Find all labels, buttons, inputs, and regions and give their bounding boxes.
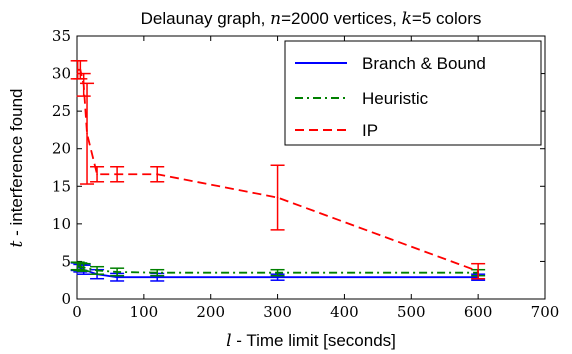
- data-point-ip: [276, 196, 279, 199]
- data-point-branch-bound: [276, 276, 279, 279]
- x-axis-label: l - Time limit [seconds]: [226, 331, 396, 351]
- data-point-heuristic: [79, 265, 82, 268]
- y-tick-label: 15: [52, 177, 71, 195]
- y-axis-label: t - interference found: [7, 89, 27, 248]
- data-point-ip: [79, 69, 82, 71]
- x-tick-label: 100: [130, 303, 159, 321]
- data-point-branch-bound: [116, 276, 118, 279]
- legend-box: [284, 40, 542, 146]
- data-point-ip: [96, 173, 98, 176]
- data-point-heuristic: [82, 266, 85, 269]
- data-point-heuristic: [276, 271, 279, 274]
- data-point-heuristic: [76, 265, 79, 267]
- data-point-ip: [86, 132, 88, 135]
- data-point-ip: [156, 173, 159, 176]
- data-point-ip: [477, 270, 479, 272]
- data-point-branch-bound: [156, 276, 159, 279]
- data-point-heuristic: [156, 271, 159, 274]
- legend: Branch & Bound Heuristic IP: [284, 40, 542, 146]
- data-point-ip: [76, 69, 79, 71]
- y-tick-label: 0: [61, 290, 71, 308]
- x-tick-label: 200: [196, 303, 225, 321]
- data-point-heuristic: [96, 269, 98, 272]
- series-layer: [70, 60, 486, 282]
- data-point-ip: [82, 84, 85, 86]
- legend-label-branch-bound: Branch & Bound: [362, 54, 486, 73]
- plot-frame: [76, 35, 546, 300]
- x-tick-label: 700: [531, 303, 560, 321]
- x-tick-label: 300: [263, 303, 292, 321]
- y-tick-label: 20: [52, 140, 71, 158]
- series-line-ip: [77, 68, 479, 273]
- legend-label-heuristic: Heuristic: [362, 89, 429, 108]
- x-tick-label: 600: [464, 303, 493, 321]
- y-tick-label: 25: [52, 102, 71, 120]
- axis-ticks: 0 100 200 300 400 500 600 700 0 5 10 15 20 25 30 35: [52, 27, 559, 321]
- data-point-ip: [116, 173, 118, 176]
- y-tick-label: 30: [52, 65, 71, 83]
- x-tick-label: 400: [330, 303, 359, 321]
- y-tick-label: 35: [52, 27, 71, 45]
- x-tick-label: 500: [397, 303, 426, 321]
- data-point-heuristic: [116, 271, 118, 273]
- chart-title: Delaunay graph, n=2000 vertices, k=5 col…: [141, 9, 482, 29]
- y-tick-label: 10: [52, 215, 71, 233]
- x-tick-label: 0: [72, 303, 82, 321]
- y-tick-label: 5: [61, 252, 71, 270]
- legend-label-ip: IP: [362, 121, 378, 140]
